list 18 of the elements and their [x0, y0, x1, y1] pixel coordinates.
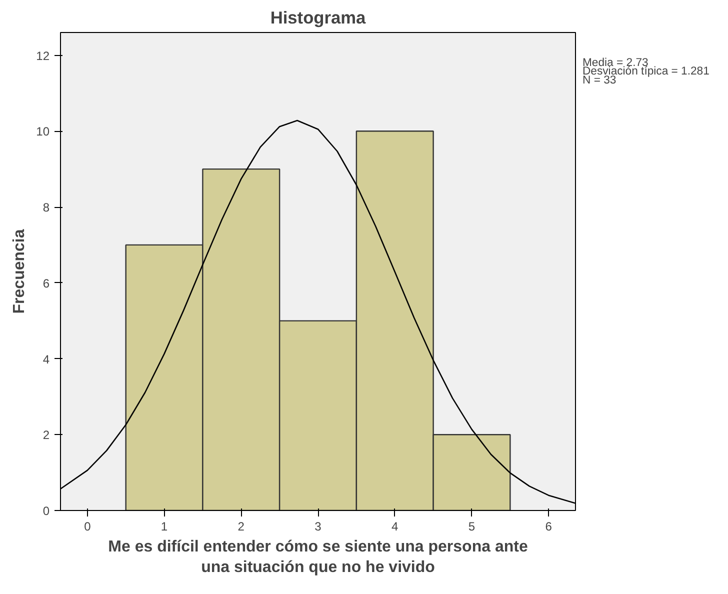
y-tick-label: 2	[42, 428, 50, 442]
y-axis-title: Frecuencia	[11, 229, 28, 314]
x-tick-label: 6	[545, 520, 552, 534]
x-tick-label: 0	[84, 520, 92, 534]
y-tick-label: 10	[36, 124, 50, 139]
y-tick-label: 12	[36, 48, 50, 63]
y-tick-label: 4	[42, 352, 50, 366]
x-tick-label: 4	[392, 520, 399, 534]
y-tick-label: 6	[42, 276, 50, 290]
x-axis-title: Me es difícil entender cómo se siente una persona ante una situación que no he vivido	[108, 538, 528, 576]
x-tick-label: 2	[238, 520, 245, 534]
x-tick-label: 1	[160, 520, 168, 534]
x-tick-label: 3	[314, 520, 322, 534]
x-tick-label: 5	[468, 520, 476, 534]
y-tick-label: 8	[42, 200, 50, 215]
chart-title: Histograma	[270, 8, 366, 28]
text: N = 33	[582, 74, 616, 87]
y-tick-label: 0	[42, 504, 50, 518]
